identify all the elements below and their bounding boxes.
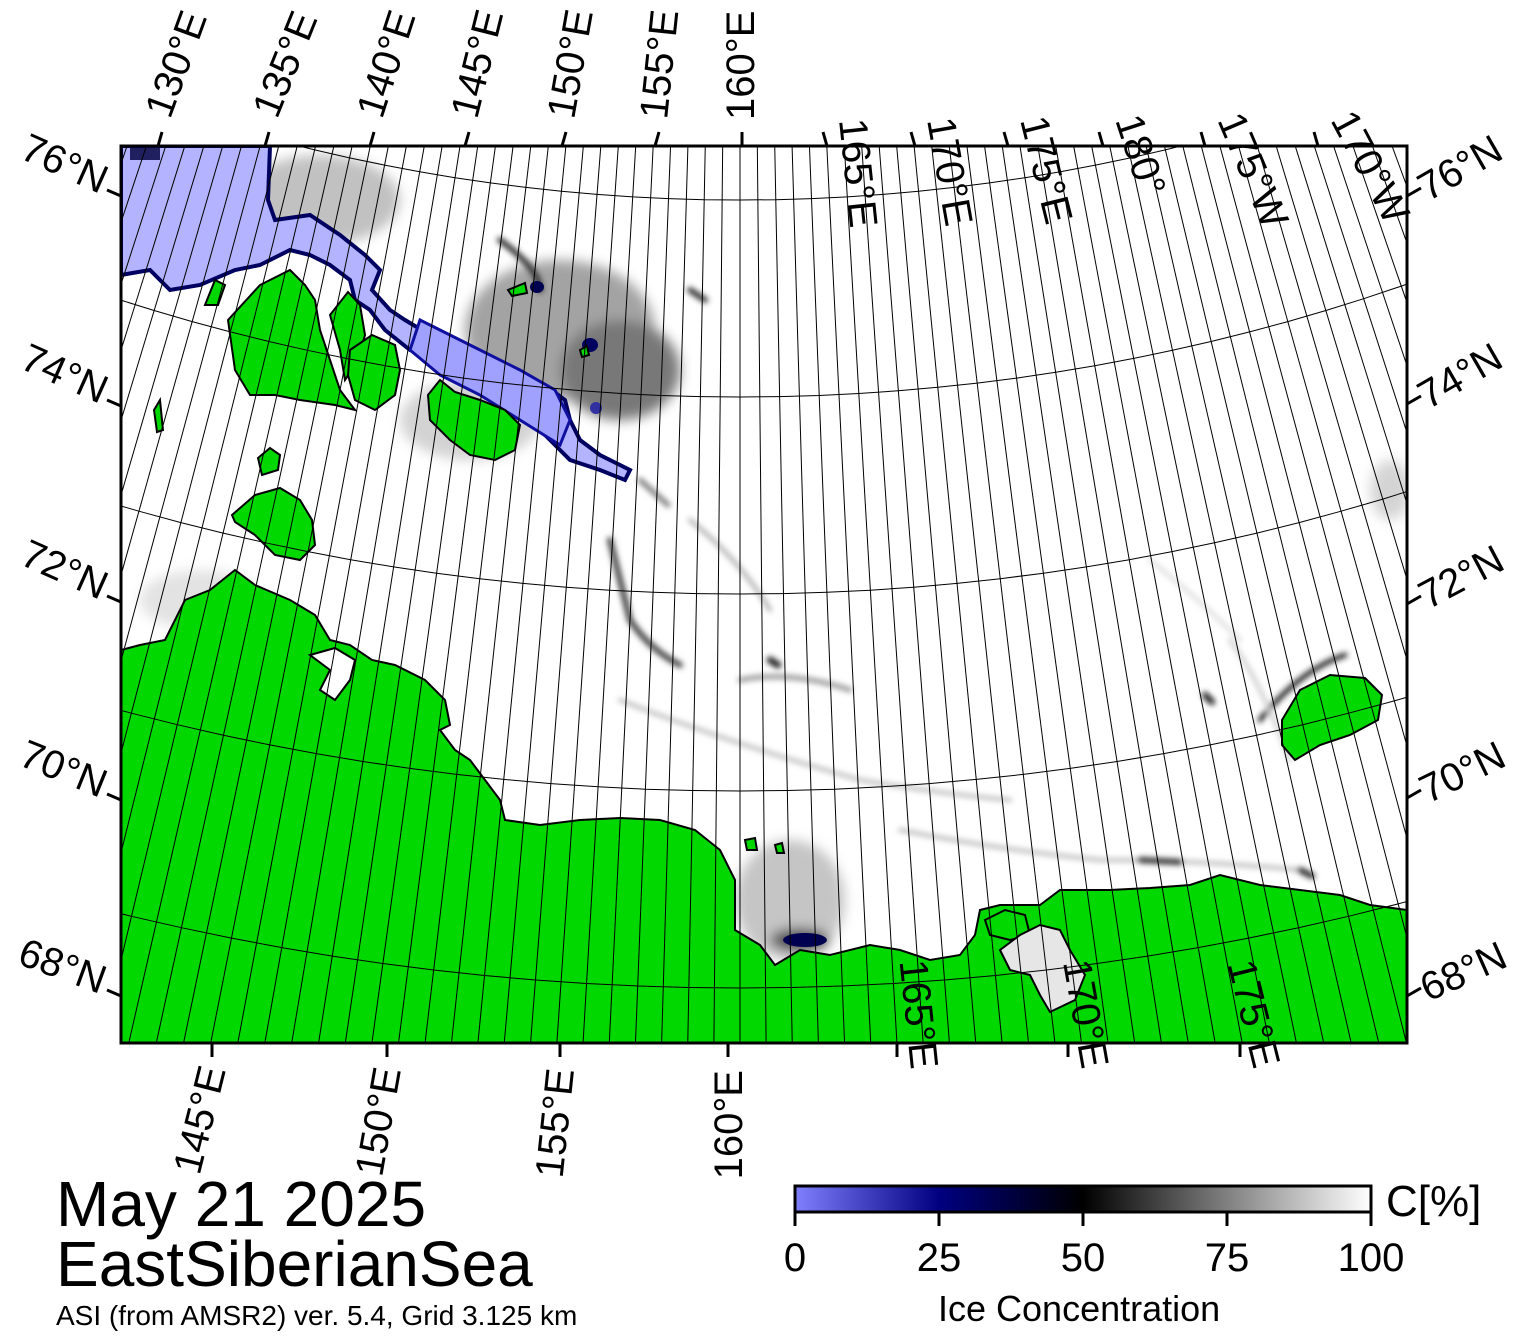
right-lat-label: 68°N [1414,934,1514,1011]
colorbar-tick-3: 75 [1205,1238,1250,1278]
latitude-line [0,0,1527,3]
bottom-lon-label: 150°E [348,1064,410,1179]
colorbar-tick-0: 0 [784,1238,806,1278]
colorbar-gradient [795,1186,1371,1212]
top-lon-label: 155°E [632,8,687,121]
right-lat-label: 70°N [1413,733,1513,812]
meridian-line [1451,0,1527,816]
top-lon-label: 140°E [349,5,425,123]
left-lat-label: 68°N [13,931,112,1003]
frame-tick [465,132,469,146]
colorbar-tick-4: 100 [1338,1238,1405,1278]
meridian-line [1402,0,1527,868]
map-date: May 21 2025 [56,1172,426,1236]
top-lon-label: 130°E [137,5,216,123]
right-lat-label: 72°N [1412,537,1512,618]
frame-tick [1099,132,1103,146]
frame-tick [107,990,121,996]
frame-tick [1407,596,1421,604]
frame-tick [107,794,121,800]
meridian-line [1427,0,1527,843]
frame-tick [107,596,121,602]
meridian-line [1511,0,1527,745]
frame-tick [107,190,121,196]
left-lat-label: 74°N [15,336,115,413]
meridian-line [1487,0,1527,774]
bottom-lon-label: 155°E [528,1066,583,1179]
bear-islands [745,838,757,850]
meridian-line [0,0,41,829]
right-lat-label: 76°N [1411,127,1510,210]
meridian-line [1414,0,1527,855]
frame-tick [655,132,659,146]
frame-tick [370,132,374,146]
frame-tick [107,400,121,406]
map-region: EastSiberianSea [56,1232,533,1296]
colorbar-tick-1: 25 [917,1238,962,1278]
top-lon-label: 160°E [719,11,763,120]
meridian-line [0,0,29,816]
meridian-line [1475,0,1527,788]
colorbar-unit: C[%] [1386,1180,1481,1224]
left-lat-label: 70°N [14,732,113,806]
frame-tick [1407,396,1421,404]
product-info: ASI (from AMSR2) ver. 5.4, Grid 3.125 km [56,1302,577,1330]
meridian-line [1439,0,1527,829]
meridian-line [1523,0,1527,730]
frame-tick [1407,790,1421,798]
meridian-line [0,0,17,802]
meridian-line [1499,0,1527,759]
right-lat-label: 74°N [1411,335,1510,418]
colorbar-title: Ice Concentration [938,1291,1220,1327]
meridian-line [0,0,54,843]
frame-tick [911,132,915,146]
left-lat-label: 76°N [15,126,115,203]
colorbar [795,1186,1371,1226]
bottom-lon-label: 145°E [166,1062,235,1179]
left-lat-label: 72°N [15,532,115,609]
bottom-lon-label: 160°E [707,1070,751,1179]
top-lon-label: 145°E [443,5,512,122]
meridian-line [0,0,5,788]
frame-tick [265,132,269,146]
top-lon-label: 150°E [540,6,602,121]
frame-tick [823,132,827,146]
meridian-line [1463,0,1527,802]
frame-tick [1314,132,1318,146]
colorbar-tick-2: 50 [1061,1238,1106,1278]
frame-tick [1407,988,1421,996]
frame-tick [1004,132,1008,146]
frame-tick [158,132,162,146]
top-lon-label: 135°E [245,5,327,123]
frame-tick [562,132,566,146]
frame-tick [1201,132,1205,146]
meridian-line [1389,0,1527,881]
bear-islands-2 [775,843,784,853]
